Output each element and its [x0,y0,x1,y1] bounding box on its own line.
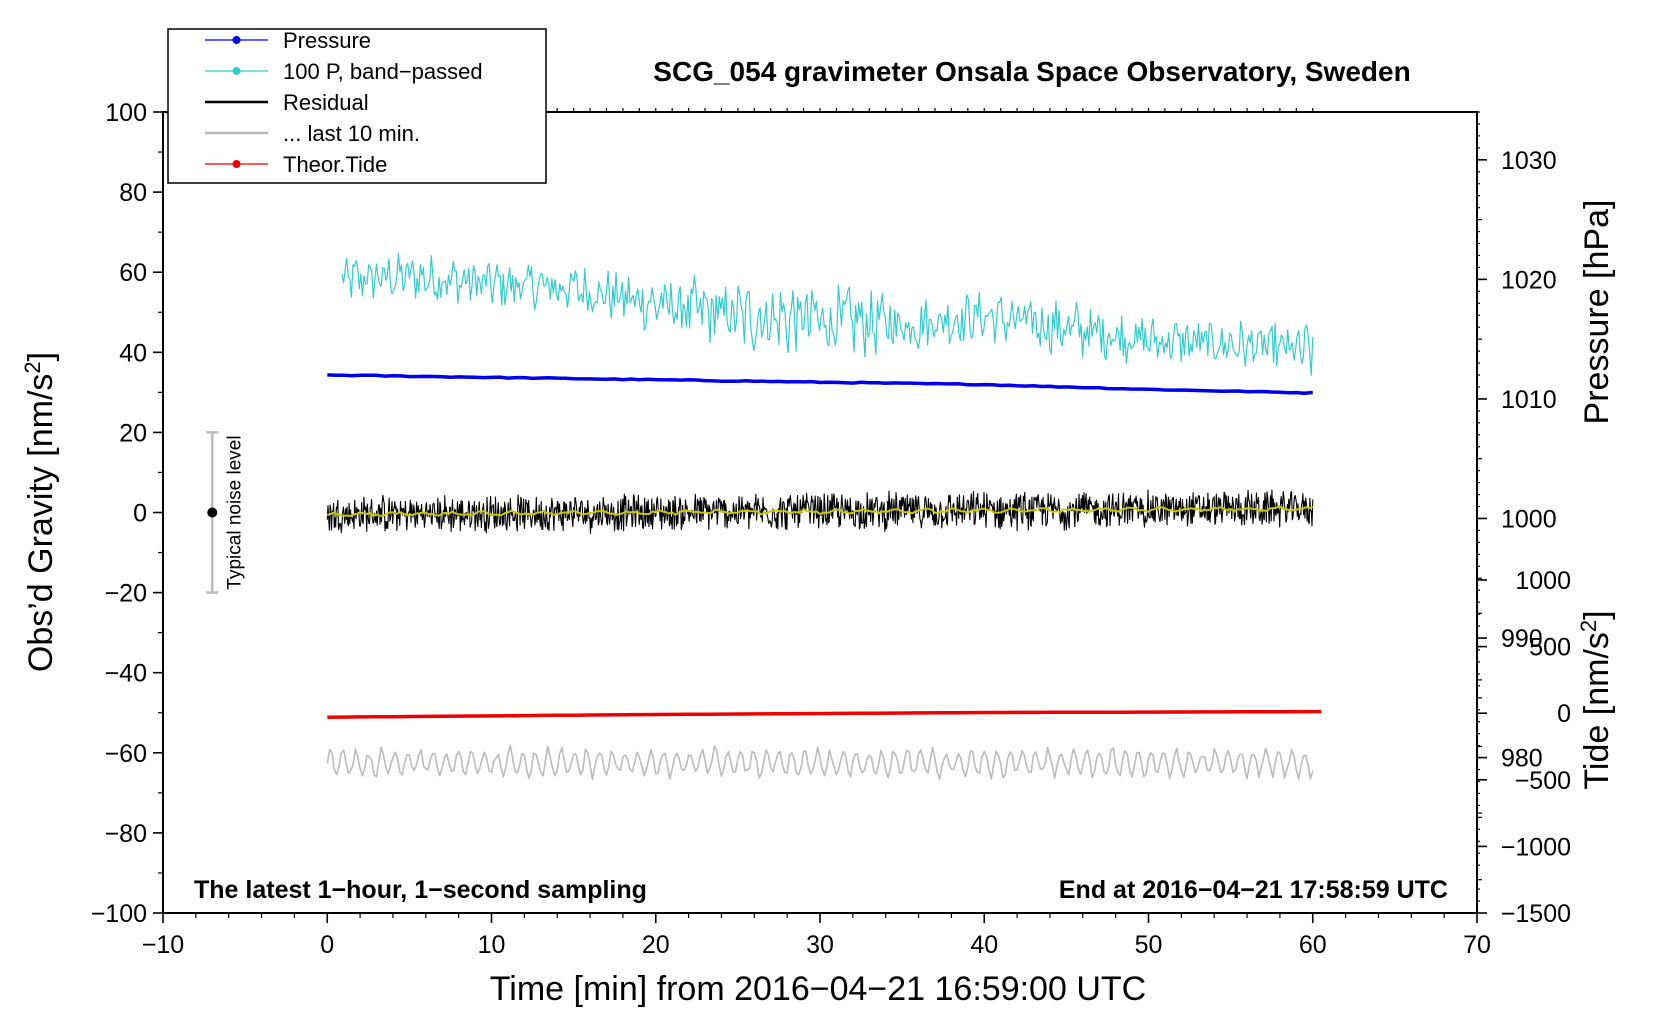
legend-marker [232,36,241,44]
y-axis-pressure: 980 990 1000 1010 1020 1030 [1477,111,1557,902]
series-theoretical-tide [327,709,1321,719]
pressure-tick-label: 1000 [1501,505,1557,533]
y-tick-label: −60 [105,740,147,768]
y-axis-title-gravity-end: ] [22,352,60,361]
series-bandpassed-pressure [341,252,1314,376]
x-tick-label: 30 [806,931,834,959]
y-tick-label: −100 [91,900,147,928]
x-axis-title: Time [min] from 2016−04−21 16:59:00 UTC [490,970,1146,1008]
y-axis-title-gravity-main: Obs’d Gravity [nm/s [22,374,60,673]
x-tick-label: 40 [970,931,998,959]
tide-tick-label: −1000 [1501,833,1571,861]
x-tick-label: 10 [478,931,506,959]
noise-level-dot [207,507,218,518]
tide-tick-label: −500 [1515,767,1571,795]
y-axis-gravity: −100 −80 −60 −40 −20 0 20 40 60 80 100 [91,99,163,928]
tide-tick-label: 1000 [1515,567,1571,595]
pressure-tick-label: 1010 [1501,386,1557,414]
x-tick-label: 50 [1135,931,1163,959]
y-axis-title-tide-main: Tide [nm/s [1578,632,1616,789]
chart-title: SCG_054 gravimeter Onsala Space Observat… [653,56,1410,87]
legend-marker [232,67,241,75]
y-tick-label: 0 [133,500,147,528]
y-tick-label: 80 [119,179,147,207]
x-tick-label: 20 [642,931,670,959]
legend: Pressure 100 P, band−passed Residual ... la… [167,28,547,184]
legend-label: Pressure [283,28,371,53]
noise-level-indicator: Typical noise level [206,431,245,594]
tide-tick-label: 500 [1529,634,1571,662]
y-axis-title-tide-sup: 2 [1576,620,1601,632]
y-tick-label: 60 [119,259,147,287]
x-tick-label: 0 [320,931,334,959]
y-axis-title-gravity: Obs’d Gravity [nm/s2] [20,352,61,672]
y-tick-label: 20 [119,419,147,447]
series-last-10-min [326,744,1314,781]
pressure-tick-label: 1030 [1501,147,1557,175]
y-axis-title-tide: Tide [nm/s2] [1576,610,1617,789]
x-tick-label: −10 [142,931,184,959]
legend-label: 100 P, band−passed [283,59,483,84]
legend-marker [232,160,241,168]
pressure-tick-label: 980 [1501,745,1543,773]
noise-level-label: Typical noise level [224,435,245,589]
y-axis-title-pressure: Pressure [hPa] [1578,200,1616,425]
legend-label: Residual [283,90,369,115]
annotation-end-time: End at 2016−04−21 17:58:59 UTC [1059,876,1448,904]
legend-label: ... last 10 min. [283,121,420,146]
y-axis-tide: −1500 −1000 −500 0 500 1000 [1477,567,1571,928]
series-residual [326,489,1314,534]
x-tick-label: 70 [1463,931,1491,959]
x-axis: −10 0 10 20 30 40 50 60 70 [142,108,1491,959]
series-layer [326,252,1321,781]
y-tick-label: −20 [105,580,147,608]
series-residual-smoothed [327,505,1314,517]
y-axis-title-gravity-sup: 2 [20,361,45,373]
series-pressure [327,373,1313,395]
y-tick-label: −40 [105,660,147,688]
x-tick-label: 60 [1299,931,1327,959]
pressure-tick-label: 990 [1501,625,1543,653]
tide-tick-label: 0 [1557,700,1571,728]
tide-tick-label: −1500 [1501,900,1571,928]
y-axis-title-tide-end: ] [1578,610,1616,619]
pressure-tick-label: 1020 [1501,266,1557,294]
legend-box [167,28,547,184]
y-tick-label: 40 [119,339,147,367]
y-tick-label: −80 [105,820,147,848]
annotation-sampling: The latest 1−hour, 1−second sampling [194,876,647,904]
legend-label: Theor.Tide [283,152,387,177]
y-tick-label: 100 [105,99,147,127]
